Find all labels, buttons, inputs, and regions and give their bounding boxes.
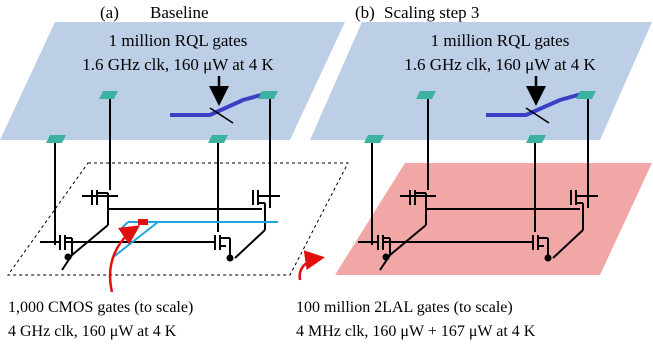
top-pad-a-2 bbox=[258, 91, 278, 99]
top-pad-a-1 bbox=[99, 91, 118, 99]
cmos-circuit-a bbox=[40, 190, 280, 271]
caption-b-line2: 4 MHz clk, 160 μW + 167 μW at 4 K bbox=[296, 323, 536, 340]
rql-plane-b bbox=[310, 22, 652, 140]
vertical-connectors-a bbox=[54, 99, 271, 245]
cmos-node-a-2 bbox=[226, 254, 234, 262]
panel-a: (a) Baseline 1 million RQL gates 1.6 GHz… bbox=[0, 3, 349, 340]
rql-plane-a-line2: 1.6 GHz clk, 160 μW at 4 K bbox=[82, 55, 274, 74]
caption-arrow-b bbox=[298, 250, 325, 281]
lal-plane-b bbox=[335, 163, 652, 275]
rql-plane-a-line1: 1 million RQL gates bbox=[109, 31, 248, 50]
top-pad-b-2 bbox=[576, 91, 596, 99]
cmos-gate-marker-a bbox=[138, 219, 148, 225]
rql-wire-a bbox=[170, 76, 269, 124]
rql-plane-b-line1: 1 million RQL gates bbox=[431, 31, 570, 50]
caption-arrow-a bbox=[108, 225, 141, 293]
cmos-plane-a bbox=[7, 162, 349, 276]
caption-a-line2: 4 GHz clk, 160 μW at 4 K bbox=[8, 323, 177, 340]
rql-wire-b bbox=[486, 76, 586, 124]
top-pad-a-4 bbox=[208, 135, 228, 143]
top-pad-b-3 bbox=[364, 135, 384, 143]
lal-node-b-1 bbox=[382, 253, 390, 261]
caption-a-line1: 1,000 CMOS gates (to scale) bbox=[8, 299, 193, 316]
panel-a-label: (a) bbox=[100, 3, 119, 22]
rql-plane-b-line2: 1.6 GHz clk, 160 μW at 4 K bbox=[404, 55, 596, 74]
panel-a-title: Baseline bbox=[150, 3, 209, 22]
top-pad-b-4 bbox=[526, 135, 546, 143]
top-pad-b-1 bbox=[416, 91, 436, 99]
panel-b-title: Scaling step 3 bbox=[384, 3, 479, 22]
lal-node-b-2 bbox=[544, 254, 552, 262]
vertical-connectors-b bbox=[371, 99, 589, 245]
rql-plane-a bbox=[0, 22, 345, 140]
panel-b: (b) Scaling step 3 1 million RQL gates 1… bbox=[296, 3, 652, 340]
panel-b-label: (b) bbox=[355, 3, 375, 22]
lal-circuit-b bbox=[358, 190, 598, 271]
cmos-node-a-1 bbox=[64, 253, 72, 261]
caption-b-line1: 100 million 2LAL gates (to scale) bbox=[296, 299, 513, 316]
top-pad-a-3 bbox=[46, 135, 66, 143]
